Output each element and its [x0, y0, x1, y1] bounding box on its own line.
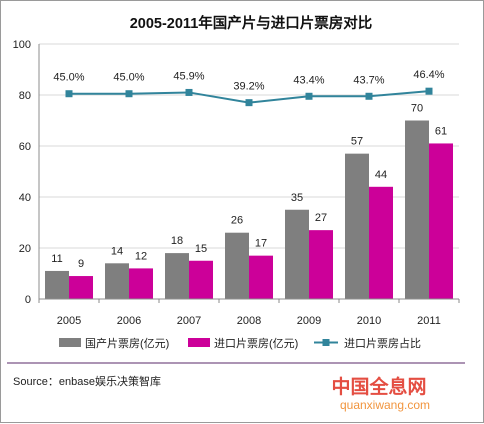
share-label: 43.7% — [353, 74, 384, 86]
bar — [45, 270, 69, 299]
x-tick-label: 2010 — [357, 315, 381, 327]
x-tick-label: 2011 — [417, 315, 441, 327]
source-note: Source：enbase娱乐决策智库 — [13, 374, 161, 388]
share-marker — [185, 88, 193, 96]
y-tick-label: 60 — [19, 141, 31, 153]
bar-value-label: 44 — [375, 169, 387, 181]
bars: 11 14 18 26 35 57 70 9 12 15 17 27 44 61 — [45, 103, 453, 299]
bar-value-label: 15 — [195, 243, 207, 255]
y-tick-label: 40 — [19, 192, 31, 204]
bar-value-label: 9 — [78, 258, 84, 270]
watermark-url: quanxiwang.com — [340, 398, 430, 412]
share-label: 45.0% — [113, 72, 144, 84]
x-tick-label: 2007 — [177, 315, 201, 327]
share-label: 45.0% — [53, 72, 84, 84]
y-tick-label: 100 — [13, 39, 31, 51]
bar-value-label: 17 — [255, 238, 267, 250]
share-label: 46.4% — [413, 69, 444, 81]
legend-label: 进口片票房占比 — [344, 336, 421, 350]
bar-value-label: 26 — [231, 215, 243, 227]
watermark-name: 中国全息网 — [331, 375, 426, 398]
x-tick-label: 2006 — [117, 315, 141, 327]
legend-label: 进口片票房(亿元) — [214, 337, 298, 350]
share-marker — [245, 99, 253, 107]
bar-value-label: 18 — [171, 235, 183, 247]
bar-value-label: 70 — [411, 103, 423, 115]
legend: 国产片票房(亿元) 进口片票房(亿元) 进口片票房占比 — [59, 336, 421, 350]
bar — [429, 143, 453, 299]
bar — [345, 153, 369, 299]
bar-value-label: 61 — [435, 125, 447, 137]
x-axis: 2005 2006 2007 2008 2009 2010 2011 — [38, 298, 460, 327]
grid-lines — [39, 43, 459, 249]
x-tick-label: 2009 — [297, 315, 321, 327]
bar-value-label: 57 — [351, 136, 363, 148]
legend-swatch — [59, 338, 81, 347]
bar — [309, 230, 333, 299]
bar — [105, 263, 129, 299]
bar — [249, 255, 273, 299]
bar-value-label: 35 — [291, 192, 303, 204]
bar — [189, 260, 213, 299]
share-label: 39.2% — [233, 81, 264, 93]
chart-title: 2005-2011年国产片与进口片票房对比 — [130, 14, 373, 32]
y-tick-label: 20 — [19, 243, 31, 255]
share-label: 43.4% — [293, 74, 324, 86]
bar — [129, 268, 153, 299]
bar — [69, 276, 93, 299]
y-axis: 0 20 40 60 80 100 — [13, 39, 40, 306]
bar — [225, 232, 249, 299]
bar-value-label: 14 — [111, 245, 123, 257]
share-marker — [125, 90, 133, 98]
bar — [285, 209, 309, 299]
bar — [405, 120, 429, 299]
legend-label: 国产片票房(亿元) — [85, 336, 169, 350]
y-tick-label: 80 — [19, 90, 31, 102]
share-label: 45.9% — [173, 70, 204, 82]
bar-value-label: 27 — [315, 212, 327, 224]
share-marker — [305, 92, 313, 100]
bar-value-label: 11 — [51, 253, 62, 265]
share-marker — [365, 92, 373, 100]
share-line: 45.0% 45.0% 45.9% 39.2% 43.4% 43.7% 46.4% — [53, 69, 445, 107]
legend-marker — [322, 339, 330, 346]
x-tick-label: 2008 — [237, 315, 261, 327]
share-marker — [65, 90, 73, 98]
y-tick-label: 0 — [25, 294, 31, 306]
bar-value-label: 12 — [135, 250, 147, 262]
bar — [369, 186, 393, 299]
legend-swatch — [188, 338, 210, 347]
share-marker — [425, 87, 433, 95]
x-tick-label: 2005 — [57, 315, 81, 327]
bar — [165, 253, 189, 299]
